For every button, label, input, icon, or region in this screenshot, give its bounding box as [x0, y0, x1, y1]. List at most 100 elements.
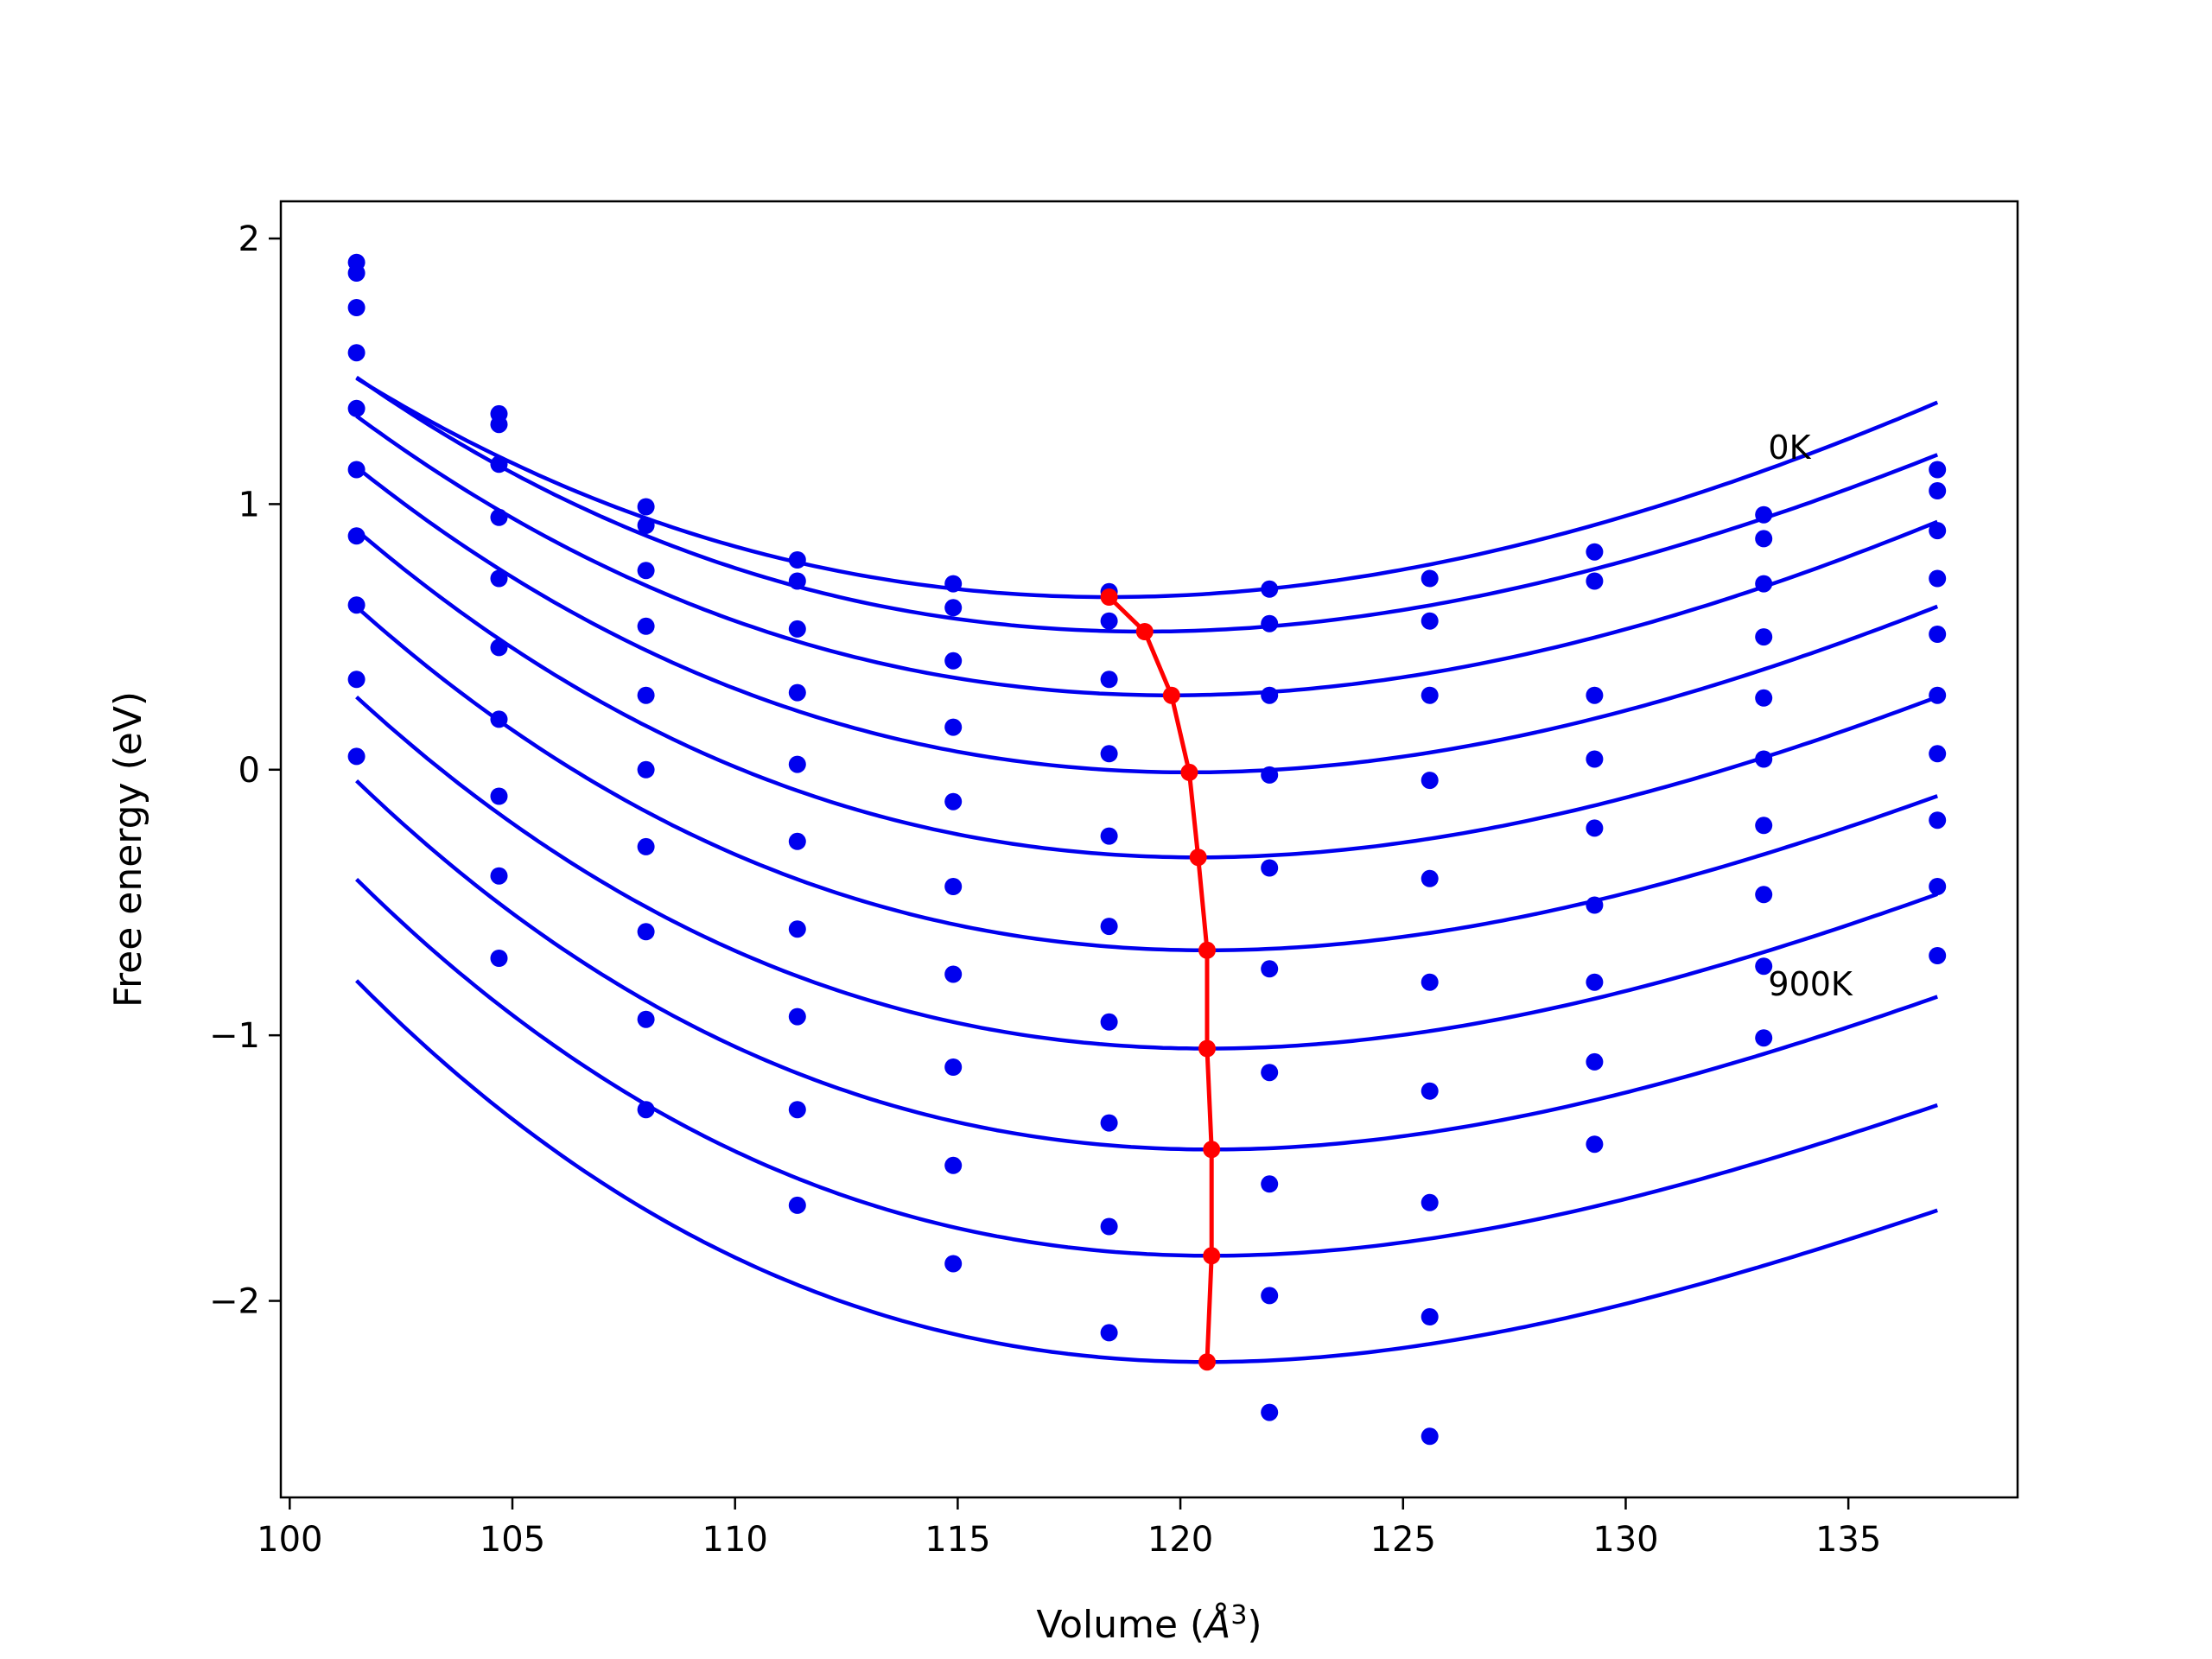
data-point-3-8 — [1586, 750, 1604, 768]
minimum-line — [1107, 595, 1214, 1363]
data-point-8-6 — [1261, 1287, 1279, 1305]
data-point-6-4 — [944, 965, 963, 983]
data-point-7-3 — [788, 1007, 806, 1026]
data-point-5-4 — [944, 878, 963, 895]
minimum-point-2 — [1162, 686, 1180, 704]
data-point-2-1 — [490, 455, 508, 474]
data-point-1-1 — [490, 416, 508, 434]
fit-curve-5 — [355, 605, 1938, 953]
data-point-6-9 — [1755, 817, 1773, 835]
x-axis-label-text: Volume ( — [1036, 1603, 1205, 1647]
data-point-6-6 — [1261, 1064, 1279, 1082]
data-point-6-5 — [1100, 1013, 1118, 1031]
data-point-4-3 — [788, 755, 806, 773]
data-point-6-3 — [788, 920, 806, 938]
minimum-point-6 — [1198, 1039, 1216, 1058]
data-point-1-7 — [1421, 612, 1439, 630]
data-point-2-7 — [1421, 686, 1439, 704]
data-point-8-1 — [490, 867, 508, 885]
data-point-9-5 — [1100, 1324, 1118, 1342]
y-tick-label-2: 0 — [238, 751, 260, 791]
data-point-0-9 — [1755, 505, 1773, 524]
fit-curve-9 — [355, 979, 1938, 1364]
data-point-1-5 — [1100, 612, 1118, 630]
minimum-point-4 — [1189, 849, 1207, 867]
data-point-3-1 — [490, 508, 508, 526]
data-point-7-10 — [1929, 811, 1947, 830]
data-point-4-10 — [1929, 626, 1947, 643]
data-point-3-6 — [1261, 766, 1279, 784]
data-point-1-8 — [1586, 572, 1604, 590]
data-point-0-10 — [1929, 461, 1947, 479]
fit-curve-4 — [355, 528, 1939, 860]
data-point-0-6 — [1261, 580, 1279, 598]
x-tick-label-3: 115 — [925, 1520, 990, 1560]
data-point-3-2 — [637, 617, 655, 635]
data-point-7-7 — [1421, 1193, 1439, 1211]
data-point-3-9 — [1755, 628, 1773, 646]
data-point-9-10 — [1929, 947, 1947, 964]
data-point-4-7 — [1421, 869, 1439, 887]
y-axis-label: Free energy (eV) — [106, 691, 150, 1007]
data-point-1-4 — [944, 599, 963, 617]
data-point-0-8 — [1586, 543, 1604, 561]
x-tick-label-1: 105 — [480, 1520, 545, 1560]
fit-curve-2 — [355, 414, 1939, 697]
x-tick-label-5: 125 — [1370, 1520, 1436, 1560]
data-point-3-4 — [944, 718, 963, 736]
y-tick-label-1: 1 — [238, 485, 260, 524]
data-point-6-8 — [1586, 973, 1604, 991]
data-point-7-5 — [1100, 1114, 1118, 1132]
data-point-1-6 — [1261, 614, 1279, 632]
data-point-1-0 — [347, 264, 365, 282]
data-point-3-5 — [1100, 745, 1118, 763]
data-point-3-10 — [1929, 569, 1947, 588]
data-point-5-0 — [347, 461, 365, 479]
data-point-3-3 — [788, 683, 806, 702]
data-point-2-6 — [1261, 686, 1279, 704]
annotation-900k: 900K — [1768, 965, 1853, 1003]
data-point-7-4 — [944, 1058, 963, 1076]
data-point-2-10 — [1929, 522, 1947, 540]
data-point-5-8 — [1586, 896, 1604, 914]
data-point-7-8 — [1586, 1052, 1604, 1071]
data-point-9-6 — [1261, 1403, 1279, 1421]
data-point-5-2 — [637, 760, 655, 779]
data-point-4-5 — [1100, 827, 1118, 845]
data-point-2-5 — [1100, 671, 1118, 689]
data-point-7-1 — [490, 787, 508, 805]
data-point-4-1 — [490, 569, 508, 588]
annotations: 0K 900K — [1768, 429, 1853, 1003]
minimum-point-0 — [1100, 588, 1118, 606]
data-point-2-8 — [1586, 686, 1604, 704]
data-point-1-2 — [637, 517, 655, 534]
x-axis-label-unit: Å — [1202, 1601, 1230, 1647]
fit-curve-8 — [355, 877, 1938, 1258]
x-axis-label: Volume (Å3) — [1036, 1600, 1262, 1647]
data-point-4-8 — [1586, 819, 1604, 837]
data-point-2-2 — [637, 562, 655, 580]
data-point-9-0 — [347, 747, 365, 766]
data-point-9-7 — [1421, 1427, 1439, 1446]
data-point-8-3 — [788, 1101, 806, 1119]
data-point-3-7 — [1421, 772, 1439, 790]
data-point-4-2 — [637, 686, 655, 704]
data-point-3-0 — [347, 344, 365, 362]
data-point-8-10 — [1929, 878, 1947, 895]
data-point-0-4 — [944, 575, 963, 593]
x-tick-label-7: 135 — [1815, 1520, 1881, 1560]
minimum-point-8 — [1203, 1247, 1221, 1265]
data-point-6-10 — [1929, 745, 1947, 763]
x-tick-label-4: 120 — [1147, 1520, 1213, 1560]
data-point-0-3 — [788, 551, 806, 569]
data-point-9-4 — [944, 1255, 963, 1273]
data-point-5-10 — [1929, 686, 1947, 704]
data-point-2-0 — [347, 299, 365, 316]
data-point-4-6 — [1261, 859, 1279, 877]
fit-curve-7 — [355, 779, 1938, 1152]
minimum-point-3 — [1180, 763, 1198, 781]
data-point-8-7 — [1421, 1308, 1439, 1325]
data-point-5-5 — [1100, 918, 1118, 936]
data-point-1-3 — [788, 572, 806, 590]
data-point-8-2 — [637, 1010, 655, 1028]
